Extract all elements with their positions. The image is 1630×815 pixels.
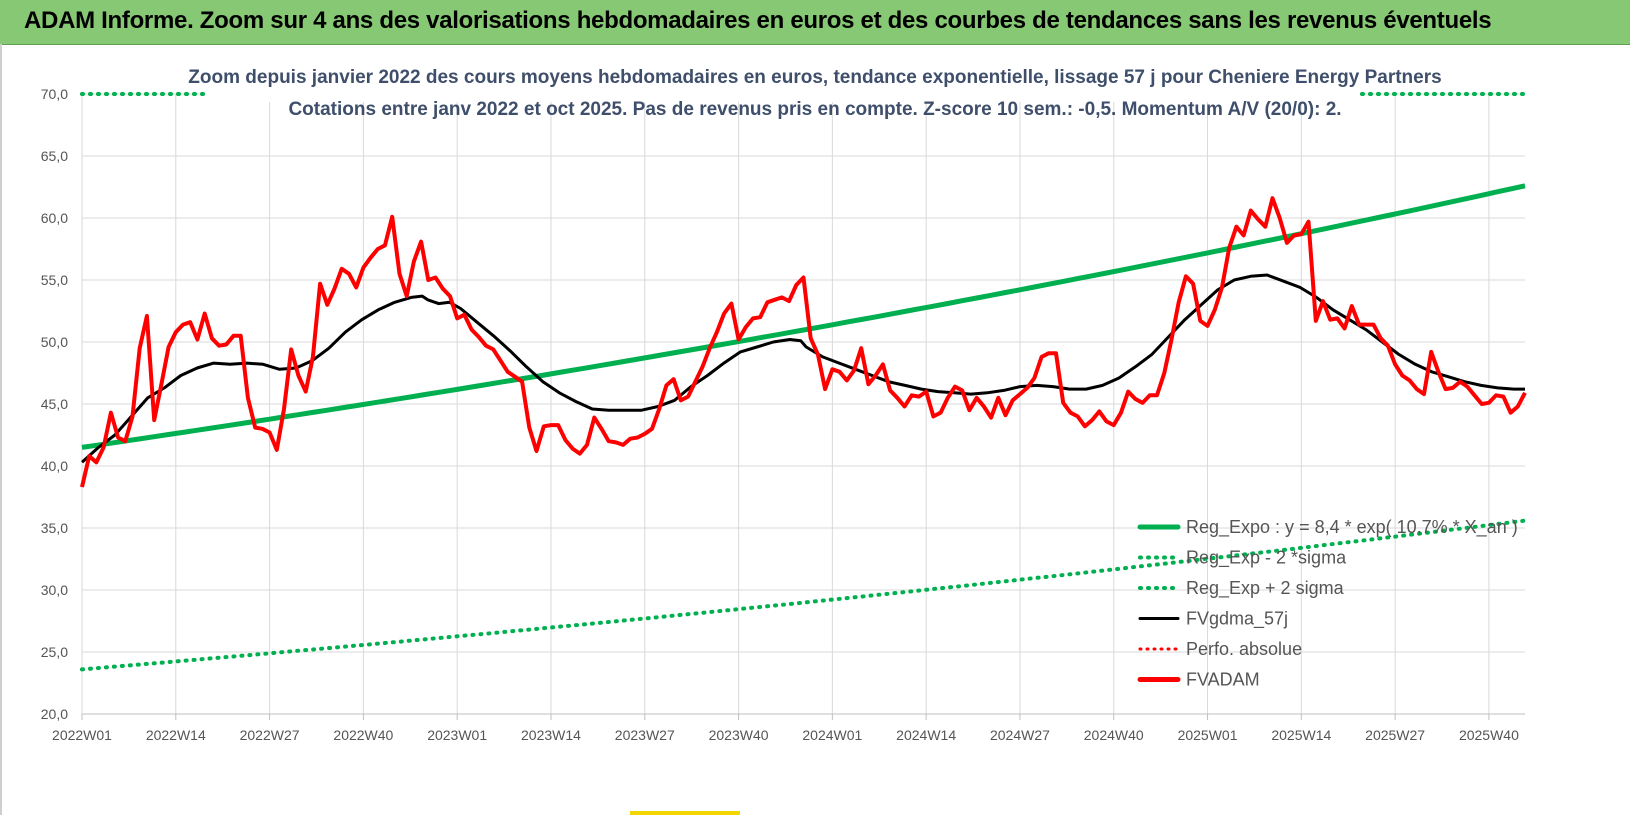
y-tick-label: 40,0: [41, 458, 68, 474]
x-tick-label: 2023W01: [427, 727, 487, 743]
y-axis-ticks: 20,0 25,0 30,0 35,0 40,0 45,0 50,0 55,0 60,0 65,0…: [41, 86, 68, 722]
x-tick-label: 2022W27: [240, 727, 300, 743]
x-tick-label: 2025W27: [1365, 727, 1425, 743]
legend-label: FVADAM: [1186, 670, 1260, 690]
report-banner: ADAM Informe. Zoom sur 4 ans des valoris…: [0, 0, 1630, 45]
chart-title-line1: Zoom depuis janvier 2022 des cours moyen…: [188, 67, 1442, 88]
x-tick-label: 2023W27: [615, 727, 675, 743]
x-tick-label: 2022W01: [52, 727, 112, 743]
x-tick-label: 2025W01: [1178, 727, 1238, 743]
legend-label: Reg_Expo : y = 8,4 * exp( 10,7% * X_an ): [1186, 517, 1518, 538]
chart-title: Zoom depuis janvier 2022 des cours moyen…: [180, 62, 1450, 126]
y-tick-label: 50,0: [41, 334, 68, 350]
x-tick-label: 2022W14: [146, 727, 206, 743]
legend-label: FVgdma_57j: [1186, 609, 1288, 630]
y-tick-label: 30,0: [41, 582, 68, 598]
series-fvgdma-57j: [80, 273, 1525, 464]
title-mask: [205, 86, 1360, 102]
bottom-accent-bar: [630, 811, 740, 815]
y-tick-label: 70,0: [41, 86, 68, 102]
series-fvadam: [80, 196, 1527, 488]
x-tick-label: 2025W40: [1459, 727, 1519, 743]
x-tick-label: 2024W14: [896, 727, 956, 743]
x-tick-label: 2023W40: [709, 727, 769, 743]
chart-area: [0, 44, 1630, 815]
x-axis-ticks: 2022W01 2022W14 2022W27 2022W40 2023W01 2023W…: [52, 727, 1519, 743]
legend-label: Reg_Exp - 2 *sigma: [1186, 548, 1347, 569]
y-tick-label: 65,0: [41, 148, 68, 164]
y-tick-label: 45,0: [41, 396, 68, 412]
chart-title-line2: Cotations entre janv 2022 et oct 2025. P…: [288, 99, 1342, 120]
legend-label: Perfo. absolue: [1186, 639, 1302, 659]
y-tick-label: 20,0: [41, 706, 68, 722]
y-tick-label: 25,0: [41, 644, 68, 660]
y-tick-label: 35,0: [41, 520, 68, 536]
legend-label: Reg_Exp + 2 sigma: [1186, 578, 1345, 599]
series-reg-exp-minus-2-sigma: [80, 518, 1527, 672]
x-tick-label: 2022W40: [333, 727, 393, 743]
x-tick-label: 2024W01: [802, 727, 862, 743]
x-tick-label: 2024W27: [990, 727, 1050, 743]
x-tick-label: 2025W14: [1271, 727, 1331, 743]
x-tick-label: 2024W40: [1084, 727, 1144, 743]
banner-title: ADAM Informe. Zoom sur 4 ans des valoris…: [24, 7, 1492, 34]
y-tick-label: 55,0: [41, 272, 68, 288]
x-tick-label: 2023W14: [521, 727, 581, 743]
y-tick-label: 60,0: [41, 210, 68, 226]
chart-legend: Reg_Expo : y = 8,4 * exp( 10,7% * X_an )…: [1137, 517, 1518, 690]
chart-series: [80, 86, 1527, 672]
